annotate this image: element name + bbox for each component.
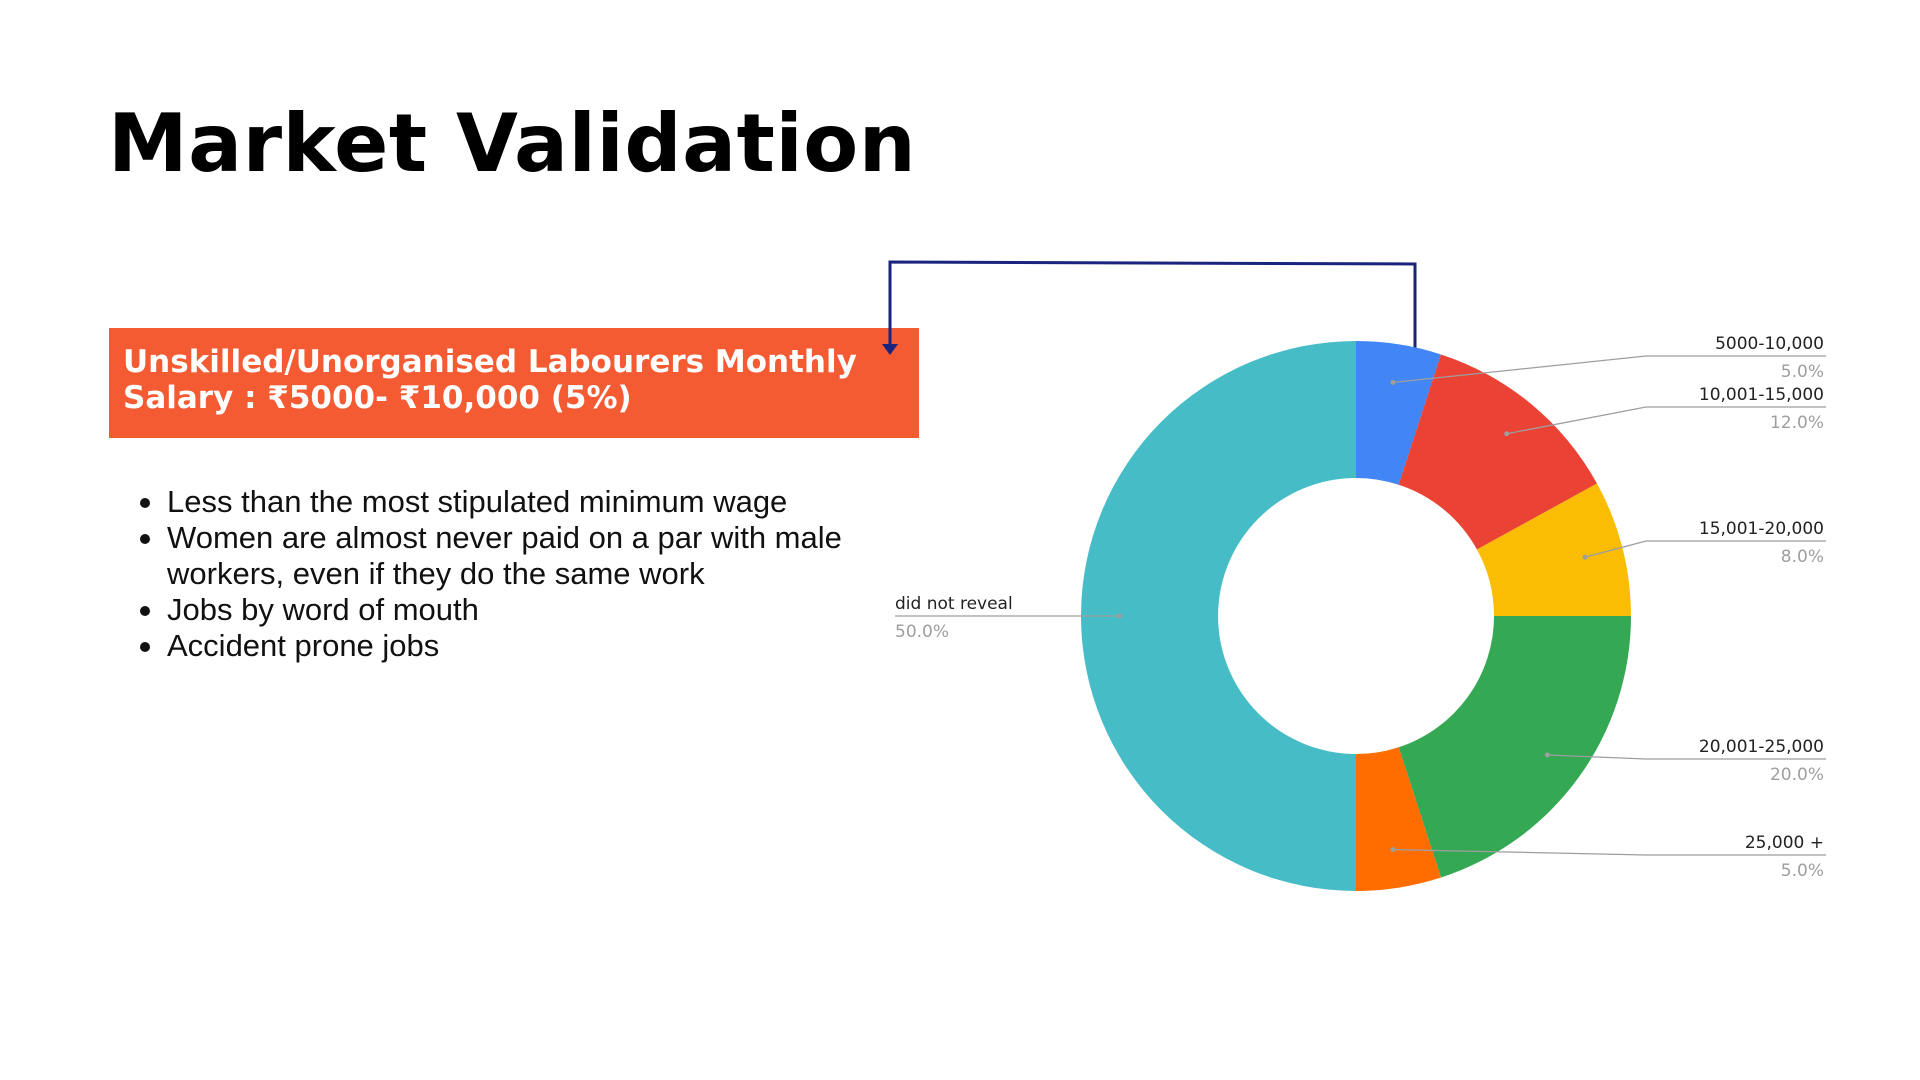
slice-percent-label: 20.0% — [1770, 765, 1824, 785]
slice-5000-10-000 — [1356, 341, 1441, 485]
bullet-dot-icon — [140, 534, 150, 544]
bullet-text: Women are almost never paid on a par wit… — [167, 520, 842, 591]
bullet-dot-icon — [140, 642, 150, 652]
bullet-text: Jobs by word of mouth — [167, 592, 479, 627]
page-title: Market Validation — [108, 97, 917, 190]
salary-highlight-text: Unskilled/Unorganised Labourers Monthly … — [123, 344, 857, 416]
slice-percent-label: 8.0% — [1781, 547, 1824, 567]
slice-percent-label: 5.0% — [1781, 362, 1824, 382]
slice-label: did not reveal — [895, 594, 1013, 614]
slice-20-001-25-000 — [1398, 616, 1631, 878]
slice-did-not-reveal — [1081, 341, 1356, 891]
connector-line — [888, 260, 1417, 383]
bullet-dot-icon — [140, 498, 150, 508]
bullet-item: Less than the most stipulated minimum wa… — [140, 484, 907, 520]
leader-line — [1392, 848, 1826, 856]
slice-percent-label: 5.0% — [1781, 861, 1824, 881]
bullet-item: Accident prone jobs — [140, 628, 907, 664]
bullet-item: Women are almost never paid on a par wit… — [140, 520, 907, 592]
bullet-list: Less than the most stipulated minimum wa… — [140, 484, 907, 664]
slice-label: 20,001-25,000 — [1699, 737, 1824, 757]
bullet-text: Less than the most stipulated minimum wa… — [167, 484, 788, 519]
slice-percent-label: 50.0% — [895, 622, 949, 642]
slice-label: 25,000 + — [1745, 833, 1824, 853]
slice-15-001-20-000 — [1476, 483, 1631, 616]
leader-line — [1584, 540, 1826, 558]
slice-10-001-15-000 — [1398, 354, 1597, 550]
leader-line — [1506, 406, 1826, 435]
connector-arrow-icon — [882, 344, 898, 355]
slice-percent-label: 12.0% — [1770, 413, 1824, 433]
slice-25-000 — [1356, 747, 1441, 891]
bullet-item: Jobs by word of mouth — [140, 592, 907, 628]
salary-highlight-box: Unskilled/Unorganised Labourers Monthly … — [109, 328, 919, 438]
bullet-text: Accident prone jobs — [167, 628, 440, 663]
slice-label: 15,001-20,000 — [1699, 519, 1824, 539]
leader-line — [1547, 754, 1826, 760]
leader-line — [1392, 355, 1826, 384]
slice-label: 10,001-15,000 — [1699, 385, 1824, 405]
slice-label: 5000-10,000 — [1715, 334, 1824, 354]
bullet-dot-icon — [140, 606, 150, 616]
